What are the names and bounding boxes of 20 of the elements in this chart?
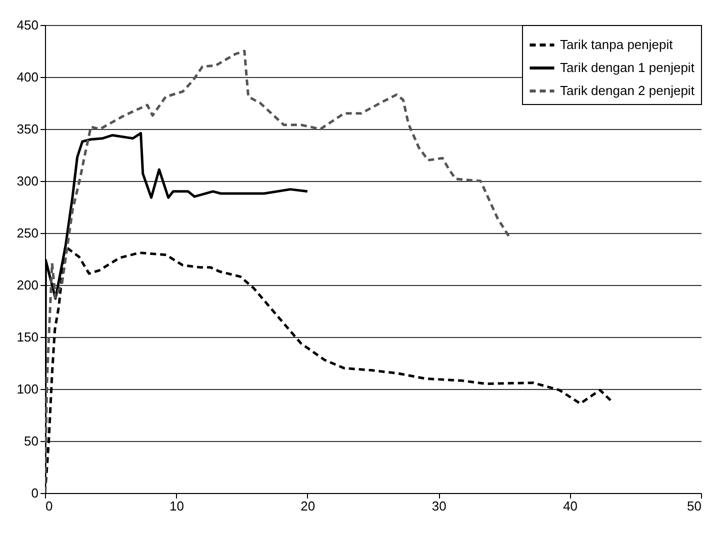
y-tick-label: 450	[16, 18, 38, 32]
line-series	[45, 50, 511, 493]
y-tick-label: 50	[24, 434, 38, 448]
legend-label: Tarik dengan 2 penjepit	[560, 83, 695, 98]
x-tick-label: 10	[169, 498, 184, 514]
y-tick-label: 350	[16, 122, 38, 136]
y-tick-label: 150	[16, 330, 38, 344]
legend-label: Tarik tanpa penjepit	[560, 37, 674, 52]
y-tick-label: 400	[16, 70, 38, 84]
y-tick-label: 200	[16, 278, 38, 292]
legend-label: Tarik dengan 1 penjepit	[560, 60, 695, 75]
x-tick-label: 40	[563, 498, 578, 514]
y-tick-label: 300	[16, 174, 38, 188]
y-tick-label: 0	[31, 486, 38, 500]
x-tick-label: 20	[300, 498, 316, 514]
y-tick-label: 250	[16, 226, 38, 240]
x-tick-label: 50	[687, 498, 702, 514]
x-tick-label: 0	[46, 498, 53, 514]
x-tick-label: 30	[432, 498, 446, 514]
y-tick-label: 100	[16, 382, 38, 396]
